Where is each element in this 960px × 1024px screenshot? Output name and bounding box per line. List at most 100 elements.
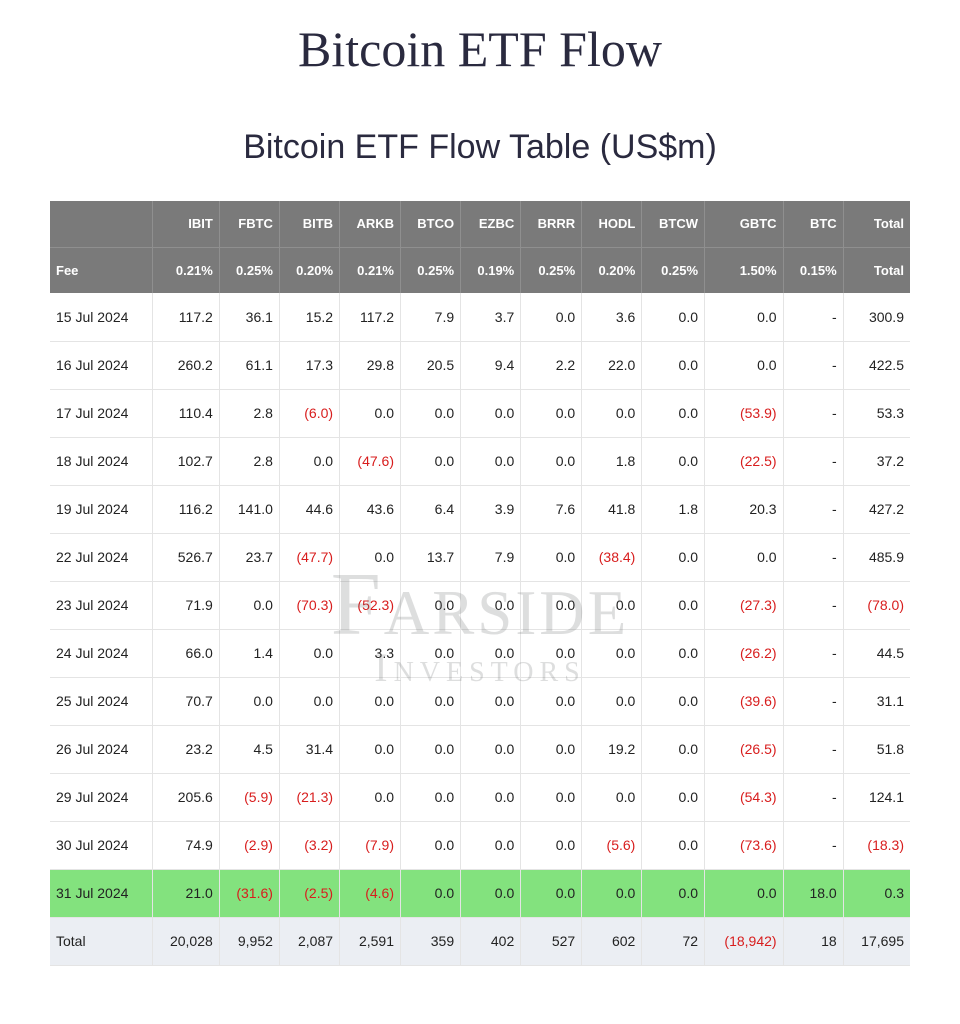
value-cell: 0.0 bbox=[521, 821, 582, 869]
fee-cell: 0.19% bbox=[461, 247, 521, 293]
fee-cell: 0.25% bbox=[219, 247, 279, 293]
subtitle: Bitcoin ETF Flow Table (US$m) bbox=[0, 128, 960, 167]
col-fbtc: FBTC bbox=[219, 201, 279, 247]
value-cell: (6.0) bbox=[279, 389, 339, 437]
date-cell: 24 Jul 2024 bbox=[50, 629, 152, 677]
fee-cell: 1.50% bbox=[705, 247, 784, 293]
value-cell: 402 bbox=[461, 917, 521, 965]
col-btco: BTCO bbox=[401, 201, 461, 247]
col-total: Total bbox=[843, 201, 910, 247]
value-cell: 0.0 bbox=[582, 869, 642, 917]
value-cell: 0.0 bbox=[461, 581, 521, 629]
value-cell: 23.2 bbox=[152, 725, 219, 773]
value-cell: 44.6 bbox=[279, 485, 339, 533]
value-cell: (5.9) bbox=[219, 773, 279, 821]
date-cell: 23 Jul 2024 bbox=[50, 581, 152, 629]
value-cell: 2.2 bbox=[521, 341, 582, 389]
value-cell: (2.9) bbox=[219, 821, 279, 869]
table-row: 15 Jul 2024117.236.115.2117.27.93.70.03.… bbox=[50, 293, 910, 341]
value-cell: 0.0 bbox=[279, 437, 339, 485]
value-cell: - bbox=[783, 821, 843, 869]
value-cell: 3.6 bbox=[582, 293, 642, 341]
value-cell: 0.0 bbox=[642, 629, 705, 677]
value-cell: (18.3) bbox=[843, 821, 910, 869]
value-cell: 6.4 bbox=[401, 485, 461, 533]
fee-cell: 0.25% bbox=[642, 247, 705, 293]
value-cell: 0.0 bbox=[461, 869, 521, 917]
fee-cell: 0.25% bbox=[401, 247, 461, 293]
value-cell: - bbox=[783, 629, 843, 677]
value-cell: (73.6) bbox=[705, 821, 784, 869]
table-row: 30 Jul 202474.9(2.9)(3.2)(7.9)0.00.00.0(… bbox=[50, 821, 910, 869]
value-cell: 0.0 bbox=[461, 437, 521, 485]
value-cell: 117.2 bbox=[340, 293, 401, 341]
fee-cell: 0.20% bbox=[279, 247, 339, 293]
value-cell: 71.9 bbox=[152, 581, 219, 629]
value-cell: 0.0 bbox=[521, 677, 582, 725]
value-cell: 3.7 bbox=[461, 293, 521, 341]
value-cell: 0.0 bbox=[340, 725, 401, 773]
fee-cell: Total bbox=[843, 247, 910, 293]
table-row: 31 Jul 202421.0(31.6)(2.5)(4.6)0.00.00.0… bbox=[50, 869, 910, 917]
value-cell: 527 bbox=[521, 917, 582, 965]
col-arkb: ARKB bbox=[340, 201, 401, 247]
date-cell: 22 Jul 2024 bbox=[50, 533, 152, 581]
value-cell: (53.9) bbox=[705, 389, 784, 437]
col-btcw: BTCW bbox=[642, 201, 705, 247]
value-cell: 141.0 bbox=[219, 485, 279, 533]
table-row: 29 Jul 2024205.6(5.9)(21.3)0.00.00.00.00… bbox=[50, 773, 910, 821]
value-cell: 0.0 bbox=[521, 773, 582, 821]
value-cell: 0.0 bbox=[521, 293, 582, 341]
value-cell: (5.6) bbox=[582, 821, 642, 869]
date-cell: Total bbox=[50, 917, 152, 965]
value-cell: - bbox=[783, 341, 843, 389]
date-cell: 31 Jul 2024 bbox=[50, 869, 152, 917]
value-cell: 0.0 bbox=[521, 869, 582, 917]
value-cell: 18 bbox=[783, 917, 843, 965]
value-cell: 7.9 bbox=[461, 533, 521, 581]
value-cell: 102.7 bbox=[152, 437, 219, 485]
value-cell: 0.0 bbox=[401, 437, 461, 485]
table-row: 24 Jul 202466.01.40.03.30.00.00.00.00.0(… bbox=[50, 629, 910, 677]
fee-label: Fee bbox=[50, 247, 152, 293]
value-cell: 260.2 bbox=[152, 341, 219, 389]
col-ibit: IBIT bbox=[152, 201, 219, 247]
value-cell: 110.4 bbox=[152, 389, 219, 437]
value-cell: 116.2 bbox=[152, 485, 219, 533]
value-cell: (22.5) bbox=[705, 437, 784, 485]
value-cell: 0.0 bbox=[461, 389, 521, 437]
value-cell: 0.0 bbox=[582, 581, 642, 629]
value-cell: 0.3 bbox=[843, 869, 910, 917]
value-cell: 37.2 bbox=[843, 437, 910, 485]
value-cell: 19.2 bbox=[582, 725, 642, 773]
value-cell: 0.0 bbox=[521, 581, 582, 629]
value-cell: (7.9) bbox=[340, 821, 401, 869]
value-cell: 0.0 bbox=[705, 341, 784, 389]
date-cell: 30 Jul 2024 bbox=[50, 821, 152, 869]
value-cell: 485.9 bbox=[843, 533, 910, 581]
col-ezbc: EZBC bbox=[461, 201, 521, 247]
value-cell: 0.0 bbox=[521, 725, 582, 773]
table-fee-row: Fee0.21%0.25%0.20%0.21%0.25%0.19%0.25%0.… bbox=[50, 247, 910, 293]
value-cell: 0.0 bbox=[461, 629, 521, 677]
value-cell: - bbox=[783, 485, 843, 533]
value-cell: 205.6 bbox=[152, 773, 219, 821]
value-cell: 22.0 bbox=[582, 341, 642, 389]
table-row: 17 Jul 2024110.42.8(6.0)0.00.00.00.00.00… bbox=[50, 389, 910, 437]
value-cell: 23.7 bbox=[219, 533, 279, 581]
value-cell: 0.0 bbox=[582, 629, 642, 677]
date-cell: 18 Jul 2024 bbox=[50, 437, 152, 485]
value-cell: 20.5 bbox=[401, 341, 461, 389]
value-cell: (47.6) bbox=[340, 437, 401, 485]
col-brrr: BRRR bbox=[521, 201, 582, 247]
value-cell: 61.1 bbox=[219, 341, 279, 389]
value-cell: 74.9 bbox=[152, 821, 219, 869]
value-cell: 0.0 bbox=[461, 677, 521, 725]
value-cell: 3.3 bbox=[340, 629, 401, 677]
value-cell: 427.2 bbox=[843, 485, 910, 533]
value-cell: 0.0 bbox=[340, 677, 401, 725]
table-container: IBITFBTCBITBARKBBTCOEZBCBRRRHODLBTCWGBTC… bbox=[50, 201, 910, 966]
value-cell: 0.0 bbox=[401, 821, 461, 869]
value-cell: 0.0 bbox=[642, 341, 705, 389]
value-cell: 0.0 bbox=[401, 773, 461, 821]
